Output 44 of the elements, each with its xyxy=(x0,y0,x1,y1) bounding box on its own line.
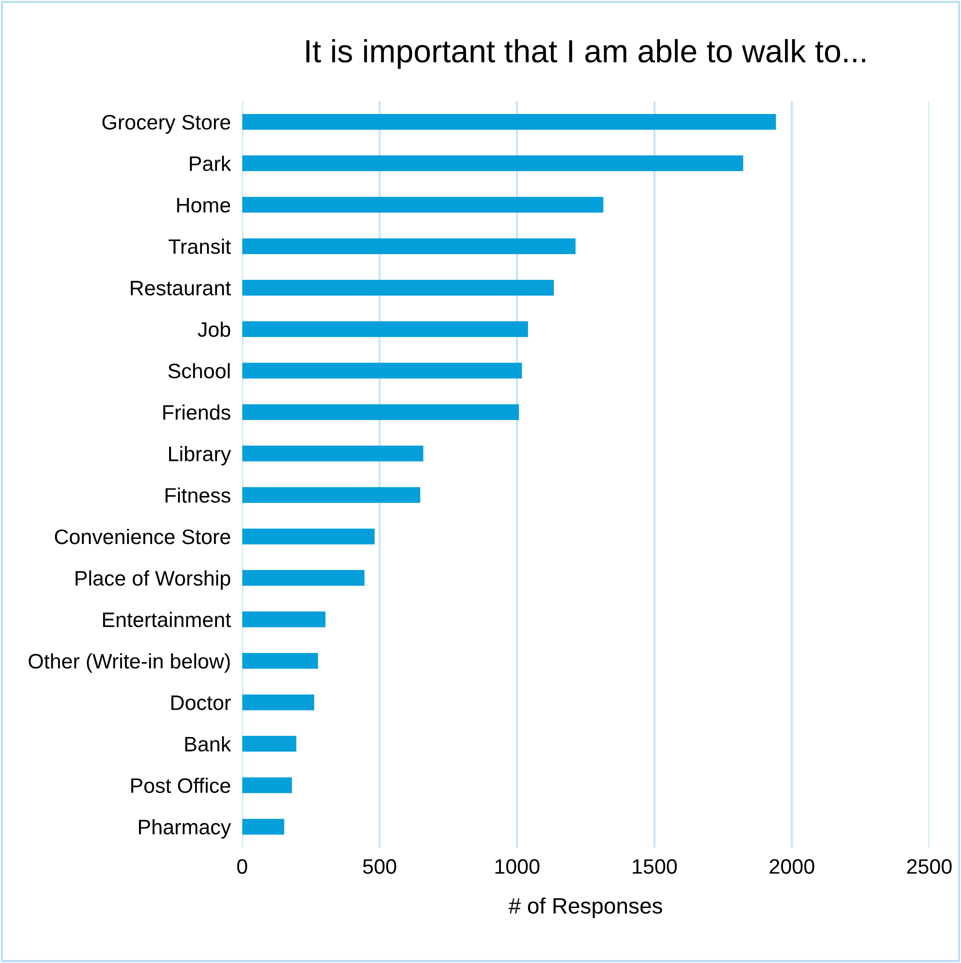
bar xyxy=(242,114,776,130)
bar xyxy=(242,736,296,752)
bar xyxy=(242,446,424,462)
y-tick-label: Friends xyxy=(163,404,230,420)
y-tick-label: Library xyxy=(169,446,232,466)
y-tick-label: Job xyxy=(198,322,230,337)
x-tick-label: 2500 xyxy=(907,859,952,874)
y-tick-label: Pharmacy xyxy=(138,819,232,839)
y-tick-label: Restaurant xyxy=(130,280,231,296)
y-tick-label: Entertainment xyxy=(103,612,231,628)
x-tick-label: 2000 xyxy=(770,859,814,874)
bar xyxy=(242,362,522,378)
y-tick-label: Home xyxy=(177,198,230,213)
bar xyxy=(242,404,519,420)
bar xyxy=(242,155,744,172)
bar xyxy=(242,196,604,213)
x-tick-label: 500 xyxy=(363,859,396,874)
y-tick-label: Convenience Store xyxy=(54,528,230,544)
chart-title: It is important that I am able to walk to... xyxy=(306,39,866,69)
y-tick-label: Grocery Store xyxy=(102,114,230,134)
bar xyxy=(242,777,292,794)
y-tick-label: Doctor xyxy=(171,696,231,710)
y-tick-label: Post Office xyxy=(131,778,230,793)
y-tick-label: School xyxy=(168,363,230,378)
bar xyxy=(242,487,420,503)
y-tick-label: Transit xyxy=(168,238,231,254)
bar xyxy=(242,528,375,544)
bar xyxy=(242,321,528,338)
y-tick-label: Fitness xyxy=(166,487,230,503)
bar xyxy=(242,652,318,669)
bar xyxy=(242,694,314,710)
y-tick-label: Place of Worship xyxy=(76,570,230,590)
x-axis-title: # of Responses xyxy=(508,897,662,918)
y-tick-label: Bank xyxy=(185,736,232,752)
x-tick-label: 1500 xyxy=(632,859,677,874)
bar xyxy=(242,818,284,835)
bar xyxy=(242,612,326,628)
bar xyxy=(242,238,576,254)
bar xyxy=(242,570,364,586)
x-tick-label: 1000 xyxy=(495,859,540,874)
y-tick-label: Other (Write-in below) xyxy=(28,653,230,673)
bar xyxy=(242,280,554,296)
y-tick-label: Park xyxy=(190,156,232,172)
x-tick-label: 0 xyxy=(237,859,248,874)
